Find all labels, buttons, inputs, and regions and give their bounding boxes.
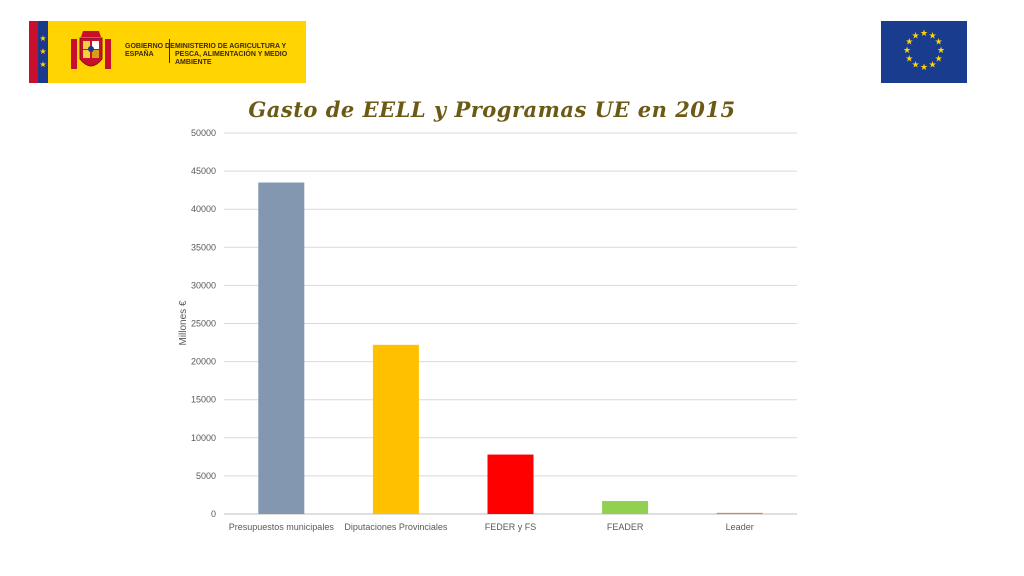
chart-title: Gasto de EELL y Programas UE en 2015 [248,97,736,122]
x-tick-label: FEDER y FS [485,522,537,532]
x-tick-label: FEADER [607,522,644,532]
bar [716,512,763,514]
svg-text:★: ★ [937,46,945,56]
y-tick-label: 25000 [191,319,216,329]
y-tick-label: 35000 [191,242,216,252]
eu-flag-icon: ★ ★ ★ ★ ★ ★ ★ ★ ★ ★ ★ ★ [881,21,967,83]
y-tick-label: 45000 [191,166,216,176]
y-tick-label: 5000 [196,471,216,481]
svg-text:★: ★ [935,55,943,65]
y-tick-label: 15000 [191,395,216,405]
x-tick-label: Leader [726,522,754,532]
gobierno-espana-logo: ★ ★ ★ GOBIERNO DE ESPAÑA MINISTERIO DE A… [29,21,306,83]
star-icon: ★ [39,47,47,56]
ministry-text: MINISTERIO DE AGRICULTURA Y PESCA, ALIME… [175,43,288,66]
x-tick-label: Diputaciones Provinciales [344,522,448,532]
bar [602,501,649,514]
star-icon: ★ [39,60,47,69]
svg-text:★: ★ [911,61,919,71]
svg-text:★: ★ [928,31,936,41]
y-tick-label: 40000 [191,204,216,214]
svg-text:★: ★ [903,46,911,56]
gov-logo-text: GOBIERNO DE ESPAÑA [125,43,175,58]
bar [487,454,534,514]
y-tick-label: 30000 [191,280,216,290]
svg-text:★: ★ [928,61,936,71]
coat-of-arms-icon [71,31,111,69]
x-tick-label: Presupuestos municipales [229,522,335,532]
y-tick-label: 50000 [191,128,216,138]
svg-text:★: ★ [905,55,913,65]
y-tick-label: 10000 [191,433,216,443]
y-tick-label: 0 [211,509,216,519]
svg-text:★: ★ [920,29,928,39]
y-tick-label: 20000 [191,357,216,367]
svg-text:★: ★ [905,38,913,48]
bar [372,344,419,514]
bar [258,182,305,514]
y-axis-label: Millones € [178,300,189,345]
svg-text:★: ★ [911,31,919,41]
svg-text:★: ★ [920,63,928,73]
star-icon: ★ [39,34,47,43]
svg-text:★: ★ [935,38,943,48]
